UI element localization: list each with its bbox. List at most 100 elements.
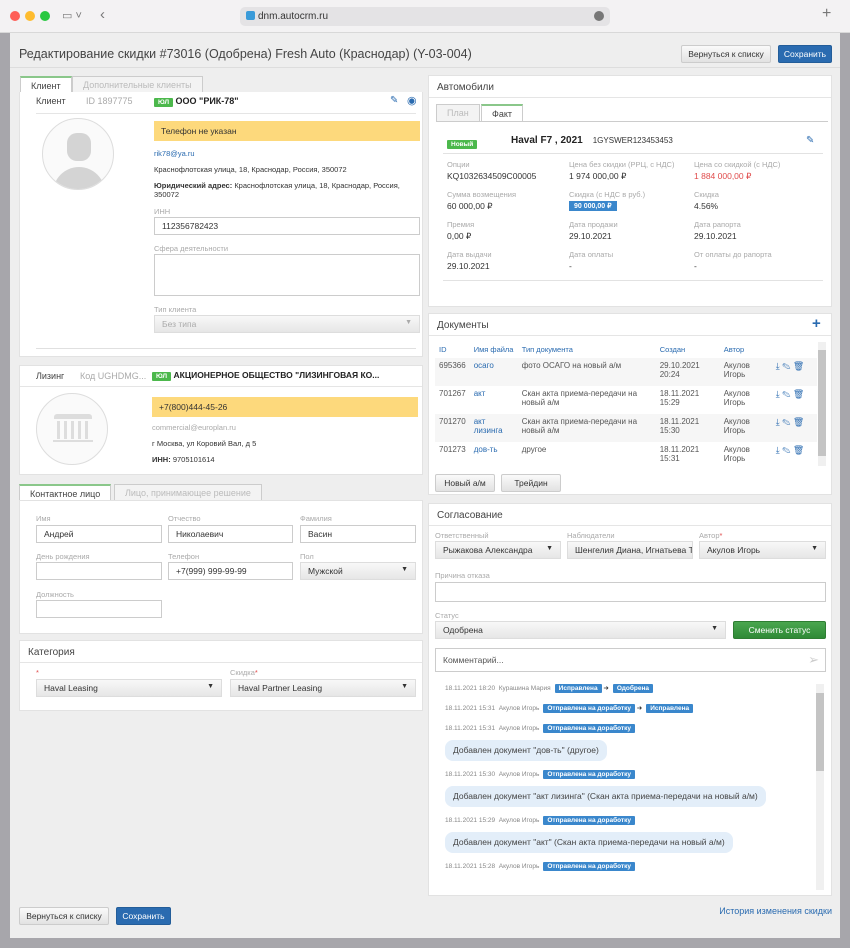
caret-down-icon: ▼ [405,319,412,326]
minimize-window-button[interactable] [25,11,35,21]
tab-decision-maker[interactable]: Лицо, принимающее решение [114,484,262,501]
caret-down-icon: ▼ [711,625,718,632]
birthday-label: День рождения [36,552,90,561]
tab-additional-clients[interactable]: Дополнительные клиенты [72,76,203,93]
new-car-button[interactable]: Новый а/м [435,474,495,492]
sidebar-toggle-icon[interactable]: ▭ ˅ [62,10,82,22]
reason-textarea[interactable] [435,582,826,602]
gender-select[interactable]: Мужской ▼ [300,562,416,580]
trash-icon[interactable]: 🗑 [792,417,805,427]
footer-back-button[interactable]: Вернуться к списку [19,907,109,925]
download-icon[interactable]: ⤓ [775,389,780,399]
col-id[interactable]: ID [439,345,447,354]
tab-plan[interactable]: План [436,104,480,121]
edit-icon[interactable]: ✎ [782,389,791,399]
client-name[interactable]: ООО "РИК-78" [175,96,239,106]
download-icon[interactable]: ⤓ [775,417,780,427]
car-field-label: Цена без скидки (РРЦ, с НДС) [569,160,675,169]
tab-contact-person[interactable]: Контактное лицо [19,484,112,501]
status-badge: Отправлена на доработку [543,862,635,871]
car-header: Haval F7 , 2021 1GYSWER123453453 [511,135,673,146]
footer-save-button[interactable]: Сохранить [116,907,171,925]
cell-created: 29.10.2021 20:24 [655,358,720,386]
col-created[interactable]: Создан [659,345,686,354]
maximize-window-button[interactable] [40,11,50,21]
col-author[interactable]: Автор [723,345,745,354]
timeline-entry: 18.11.2021 15:29 Акулов Игорь Отправлена … [445,816,635,825]
last-name-input[interactable]: Васин [300,525,416,543]
cell-file[interactable]: дов-ть [473,445,498,454]
birthday-input[interactable] [36,562,162,580]
download-icon[interactable]: ⤓ [775,361,780,371]
arrow-right-icon: ➜ [636,705,643,712]
save-button[interactable]: Сохранить [778,45,832,63]
send-icon[interactable]: ➢ [808,652,819,667]
caret-down-icon: ▼ [401,566,408,573]
author-select[interactable]: Акулов Игорь ▼ [699,541,826,559]
more-icon[interactable] [594,11,604,21]
first-name-label: Имя [36,514,51,523]
cars-panel: Автомобили План Факт Новый Haval F7 , 20… [428,75,832,307]
responsible-label: Ответственный [435,531,489,540]
new-tab-icon[interactable]: + [822,5,832,22]
discount-select[interactable]: Haval Partner Leasing ▼ [230,679,416,697]
tab-client[interactable]: Клиент [20,76,72,93]
eye-icon[interactable]: ◉ [407,95,417,107]
timeline-scrollbar[interactable] [816,684,824,890]
timeline-message: Добавлен документ "акт" (Скан акта прием… [445,832,733,853]
car-field-label: Дата рапорта [694,220,741,229]
status-badge: Исправлена [554,684,602,693]
sphere-textarea[interactable] [154,254,420,296]
trash-icon[interactable]: 🗑 [792,389,805,399]
cell-type: фото ОСАГО на новый а/м [517,358,656,386]
client-panel: Клиент ID 1897775 ЮЛ ООО "РИК-78" ✎ ◉ Те… [19,92,423,357]
edit-icon[interactable]: ✎ [782,445,791,455]
tab-fact[interactable]: Факт [481,104,524,121]
cell-type: другое [521,445,547,454]
back-to-list-button[interactable]: Вернуться к списку [681,45,771,63]
status-select[interactable]: Одобрена ▼ [435,621,726,639]
responsible-select[interactable]: Рыжакова Александра ▼ [435,541,561,559]
documents-panel: Документы + ID Имя файла Тип документа С… [428,313,832,495]
site-favicon-icon [246,11,255,20]
documents-scrollbar[interactable] [818,342,826,466]
edit-icon[interactable]: ✎ [782,361,791,371]
first-name-input[interactable]: Андрей [36,525,162,543]
change-status-button[interactable]: Сменить статус [733,621,826,639]
cell-file[interactable]: осаго [469,358,518,386]
col-type[interactable]: Тип документа [521,345,573,354]
client-email[interactable]: rik78@ya.ru [154,149,195,158]
car-field-label: Дата выдачи [447,250,492,259]
leasing-email[interactable]: commercial@europlan.ru [152,423,236,432]
add-document-icon[interactable]: + [812,315,821,332]
patronymic-input[interactable]: Николаевич [168,525,293,543]
col-file[interactable]: Имя файла [473,345,514,354]
leasing-name[interactable]: АКЦИОНЕРНОЕ ОБЩЕСТВО "ЛИЗИНГОВАЯ КО... [173,370,380,380]
edit-car-icon[interactable]: ✎ [806,135,815,146]
cell-file[interactable]: акт [473,389,486,398]
cell-author: Акулов Игорь [723,445,750,463]
address-bar[interactable]: dnm.autocrm.ru [240,7,610,26]
position-input[interactable] [36,600,162,618]
trash-icon[interactable]: 🗑 [792,445,805,455]
download-icon[interactable]: ⤓ [775,445,780,455]
timeline-entry: 18.11.2021 15:28 Акулов Игорь Отправлена … [445,862,635,871]
phone-input[interactable]: +7(999) 999-99-99 [168,562,293,580]
status-badge: Отправлена на доработку [543,816,635,825]
client-type-select[interactable]: Без типа ▼ [154,315,420,333]
trash-icon[interactable]: 🗑 [792,361,805,371]
edit-icon[interactable]: ✎ [782,417,791,427]
inn-input[interactable]: 112356782423 [154,217,420,235]
observers-select[interactable]: Шенгелия Диана, Игнатьева Т [567,541,693,559]
back-icon[interactable]: ‹ [100,6,105,23]
car-field-value: 1 974 000,00 ₽ [569,171,627,181]
category-select[interactable]: Haval Leasing ▼ [36,679,222,697]
page-header: Редактирование скидки #73016 (Одобрена) … [10,40,840,68]
cell-file[interactable]: акт лизинга [469,414,518,442]
trade-in-button[interactable]: Трейдин [501,474,561,492]
history-link[interactable]: История изменения скидки [719,906,832,916]
comment-input[interactable]: Комментарий... ➢ [435,648,826,672]
car-field-value: 0,00 ₽ [447,231,472,241]
close-window-button[interactable] [10,11,20,21]
edit-icon[interactable]: ✎ [390,95,399,106]
